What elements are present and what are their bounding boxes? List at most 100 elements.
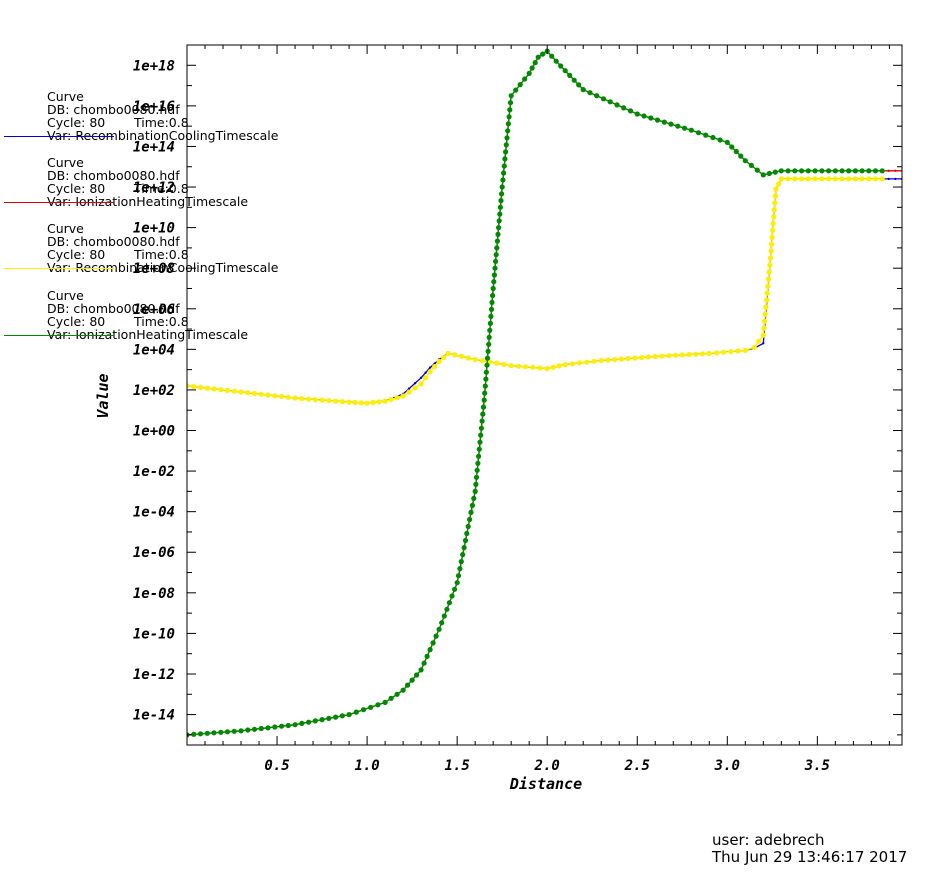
data-point	[695, 130, 702, 136]
data-point	[562, 68, 568, 74]
data-point	[245, 727, 251, 733]
data-point	[761, 325, 767, 331]
data-point	[427, 369, 433, 375]
data-point	[400, 393, 406, 399]
data-point	[498, 198, 504, 204]
data-point	[872, 176, 879, 182]
data-point	[621, 105, 627, 111]
data-point	[394, 691, 400, 697]
data-point	[735, 348, 741, 354]
data-point	[738, 153, 744, 159]
data-point	[499, 191, 505, 197]
data-point	[394, 395, 400, 401]
data-point	[218, 729, 224, 735]
legend-title: Curve	[47, 288, 84, 303]
y-tick-label: 1e+08	[133, 261, 175, 277]
data-point	[326, 715, 332, 722]
y-tick-label: 1e-04	[133, 505, 175, 521]
data-point	[846, 168, 852, 174]
data-point	[754, 167, 760, 173]
data-point	[562, 362, 568, 368]
data-point	[523, 364, 529, 370]
data-point	[409, 677, 415, 683]
data-point	[778, 176, 784, 182]
y-tick-label: 1e+14	[133, 139, 175, 155]
data-point	[872, 168, 879, 174]
series-layer	[187, 48, 902, 738]
y-tick-label: 1e+00	[133, 424, 175, 440]
data-point	[368, 704, 374, 710]
data-point	[478, 425, 484, 431]
data-point	[508, 363, 514, 369]
data-point	[679, 352, 685, 358]
data-point	[460, 552, 466, 558]
data-point	[532, 60, 538, 66]
y-tick-label: 1e+12	[133, 180, 175, 196]
data-point	[766, 276, 772, 282]
data-point	[191, 731, 197, 737]
data-point	[446, 600, 452, 606]
x-tick-label: 0.5	[264, 758, 289, 774]
data-point	[792, 168, 798, 174]
y-tick-label: 1e+10	[133, 221, 175, 237]
x-tick-label: 2.5	[624, 758, 650, 774]
data-point	[360, 707, 367, 713]
data-point	[433, 633, 439, 639]
y-tick-label: 1e+04	[133, 342, 175, 358]
data-point	[245, 390, 251, 396]
data-point	[772, 193, 779, 199]
data-point	[467, 516, 473, 523]
data-point	[762, 311, 768, 317]
data-point	[495, 231, 501, 237]
data-point	[648, 115, 654, 121]
data-point	[279, 393, 285, 400]
data-point	[770, 221, 776, 227]
data-point	[258, 391, 264, 397]
data-point	[859, 176, 865, 182]
data-point	[826, 168, 832, 174]
data-point	[668, 121, 674, 127]
series-3	[187, 48, 885, 738]
data-point	[484, 355, 491, 361]
data-point	[567, 72, 573, 78]
data-point	[641, 113, 647, 119]
legend-time: Time:0.8	[134, 181, 189, 196]
data-point	[612, 356, 618, 363]
data-point	[191, 384, 197, 390]
data-point	[238, 389, 244, 395]
data-point	[639, 354, 645, 361]
legend-entry: Curve DB: chombo0080.hdf Cycle: 80 Time:0…	[0, 156, 330, 216]
data-point	[312, 718, 318, 724]
data-point	[661, 119, 667, 125]
data-point	[632, 355, 638, 361]
data-point	[553, 58, 559, 64]
data-point	[770, 227, 776, 233]
data-point	[591, 358, 597, 364]
data-point	[819, 168, 825, 174]
legend-line-swatch	[4, 268, 114, 269]
y-tick-label: 1e-12	[133, 667, 175, 683]
footer-info: user: adebrech Thu Jun 29 13:46:17 2017	[712, 832, 907, 866]
legend-db: DB: chombo0080.hdf	[47, 234, 180, 249]
data-point	[444, 606, 450, 612]
data-point	[204, 385, 210, 391]
data-point	[421, 660, 427, 666]
data-point	[197, 731, 204, 737]
data-point	[742, 347, 748, 353]
data-point	[319, 717, 325, 723]
data-point	[760, 172, 766, 178]
data-point	[666, 353, 672, 359]
data-point	[452, 352, 458, 358]
data-point	[430, 640, 436, 646]
data-point	[558, 63, 564, 69]
data-point	[812, 176, 818, 182]
data-point	[540, 51, 546, 57]
data-point	[484, 362, 490, 368]
data-point	[721, 349, 727, 355]
data-point	[713, 350, 720, 356]
data-point	[439, 620, 445, 626]
legend-var: Var: IonizationHeatingTimescale	[47, 327, 249, 342]
y-tick-label: 1e+16	[133, 99, 175, 115]
data-point	[852, 168, 859, 174]
